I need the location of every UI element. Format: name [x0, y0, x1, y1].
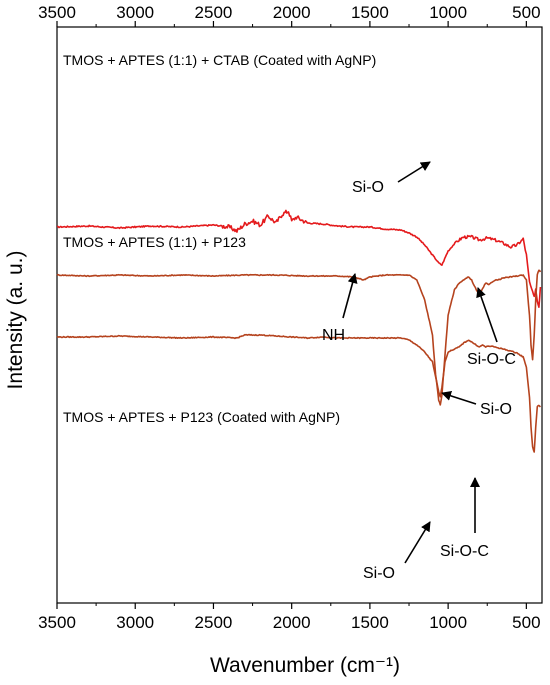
- x-tick-label-bottom-0: 3500: [38, 613, 76, 632]
- x-axis-bottom: 3500 3000 2500 2000 1500 1000 500: [38, 603, 541, 632]
- peak-annotations: Si-O NH Si-O-C Si-O Si-O Si-O-C: [322, 161, 516, 582]
- x-tick-label-bottom-6: 500: [512, 613, 540, 632]
- x-axis-title: Wavenumber (cm⁻¹): [210, 654, 400, 677]
- annot-si-o-2: Si-O: [480, 401, 512, 418]
- x-tick-label-bottom-2: 2500: [195, 613, 233, 632]
- annot-si-o-c-1: Si-O-C: [467, 351, 516, 368]
- x-tick-label-top-2: 2500: [195, 3, 233, 22]
- x-tick-label-top-6: 500: [512, 3, 540, 22]
- arrow-nh: [342, 273, 358, 319]
- annot-si-o-c-2: Si-O-C: [440, 543, 489, 560]
- annot-nh: NH: [322, 327, 345, 344]
- series-group: [56, 209, 542, 453]
- x-tick-label-top-1: 3000: [116, 3, 154, 22]
- x-tick-label-bottom-4: 1500: [351, 613, 389, 632]
- x-tick-label-top-0: 3500: [38, 3, 76, 22]
- plot-frame: [56, 26, 543, 604]
- x-tick-label-top-5: 1000: [429, 3, 467, 22]
- arrow-si-o-3: [404, 521, 431, 564]
- y-axis-title: Intensity (a. u.): [4, 251, 27, 390]
- x-tick-label-bottom-5: 1000: [429, 613, 467, 632]
- arrow-si-o-2: [441, 391, 477, 405]
- series-label-1: TMOS + APTES (1:1) + CTAB (Coated with A…: [63, 52, 376, 68]
- x-tick-label-bottom-3: 2000: [273, 613, 311, 632]
- series-label-2: TMOS + APTES (1:1) + P123: [63, 234, 246, 250]
- series-labels: TMOS + APTES (1:1) + CTAB (Coated with A…: [63, 52, 376, 425]
- x-tick-label-bottom-1: 3000: [116, 613, 154, 632]
- annot-si-o-1: Si-O: [352, 179, 384, 196]
- x-tick-label-top-4: 1500: [351, 3, 389, 22]
- series-label-3: TMOS + APTES + P123 (Coated with AgNP): [63, 409, 340, 425]
- annot-si-o-3: Si-O: [363, 565, 395, 582]
- series-line-3: [56, 333, 542, 453]
- arrow-si-o-c-1: [476, 287, 498, 343]
- series-line-2: [56, 269, 542, 406]
- x-axis-top: 3500 3000 2500 2000 1500 1000 500: [38, 3, 541, 27]
- arrow-si-o-1: [397, 161, 431, 183]
- series-line-1: [56, 209, 542, 308]
- x-tick-label-top-3: 2000: [273, 3, 311, 22]
